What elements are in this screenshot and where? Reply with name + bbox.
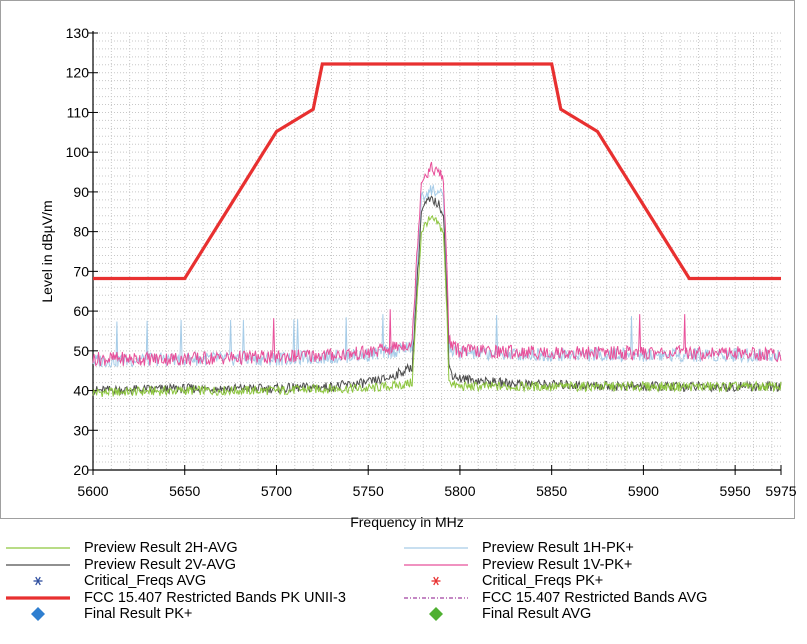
series-line-1 [92,195,782,396]
legend-label: Preview Result 1V-PK+ [482,556,633,573]
x-tick-label: 5800 [444,483,475,499]
legend-swatch-asterisk [33,576,43,586]
y-tick-label: 50 [73,343,89,359]
y-tick-label: 40 [73,383,89,399]
y-tick-label: 90 [73,184,89,200]
legend-swatch-diamond [31,607,45,621]
series-line-limit [93,62,781,281]
legend-swatch-asterisk [431,576,441,586]
chart-svg: 20 30 40 50 60 70 80 90 100 110 120 130 5600 5650 5700… [39,25,797,530]
series-line-3 [92,161,782,367]
legend-swatch-diamond [429,607,443,621]
legend-swatch-line [404,563,468,566]
legend-label: Final Result AVG [482,606,592,622]
legend-label: Preview Result 1H-PK+ [482,540,634,556]
legend-swatch-dash-dot [404,596,468,599]
x-tick-label: 5900 [628,483,659,499]
x-tick-label: 5850 [536,483,567,499]
legend-swatch-line [6,547,70,549]
legend-label: Preview Result 2V-AVG [84,556,237,573]
y-tick-label: 20 [73,462,89,478]
legend-swatch-line [404,547,468,549]
legend-label: Critical_Freqs PK+ [482,573,604,589]
legend-swatch-thick-line [6,595,70,600]
x-axis-title: Frequency in MHz [350,514,464,530]
y-tick-label: 60 [73,303,89,319]
y-tick-label: 110 [67,104,90,120]
y-tick-label: 30 [73,422,89,438]
chart-area [0,0,795,519]
y-tick-label: 80 [73,224,89,240]
legend-label: Preview Result 2H-AVG [84,540,238,556]
legend: Preview Result 2H-AVG Preview Result 1H-P… [0,540,807,644]
y-tick-label: 120 [66,65,90,81]
y-tick-label: 130 [66,25,90,41]
y-tick-label: 100 [66,144,90,160]
grid [92,32,781,471]
legend-label: Final Result PK+ [84,606,193,622]
legend-label: Critical_Freqs AVG [84,573,207,589]
x-tick-label: 5950 [720,483,751,499]
y-tick-label: 70 [73,263,89,279]
y-axis-title: Level in dBµV/m [39,200,55,302]
legend-swatch-line [6,563,70,566]
series-line-2 [92,183,782,369]
legend-label: FCC 15.407 Restricted Bands PK UNII-3 [84,589,346,606]
x-tick-label: 5650 [169,483,200,499]
x-tick-label: 5700 [261,483,292,499]
x-tick-label: 5750 [353,483,384,499]
x-tick-label: 5975 [765,483,796,499]
x-tick-label: 5600 [77,483,108,499]
series-line-0 [92,214,782,397]
legend-label: FCC 15.407 Restricted Bands AVG [482,589,708,606]
